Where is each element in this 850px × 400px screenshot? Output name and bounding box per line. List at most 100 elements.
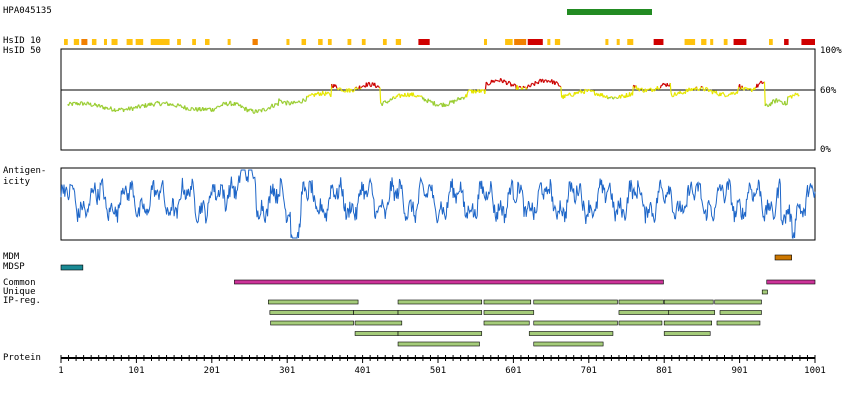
identity-segment (664, 83, 667, 86)
ipreg-region (354, 320, 403, 326)
identity-segment (308, 94, 311, 96)
ipreg-region (270, 320, 354, 326)
identity-segment (448, 103, 450, 106)
identity-segment (672, 95, 675, 98)
ipreg-region (618, 320, 663, 326)
identity-segment (488, 83, 491, 86)
identity-segment (674, 92, 677, 95)
identity-segment (267, 107, 269, 110)
feature-tracks (60, 254, 816, 347)
identity-segment (454, 99, 456, 102)
identity-segment (146, 104, 149, 107)
hsid10-segment (801, 39, 815, 45)
hsid10-segment (318, 39, 323, 45)
hsid10-segment (605, 39, 609, 45)
ipreg-label: IP-reg. (3, 296, 41, 306)
identity-segment (346, 90, 349, 93)
common-region (234, 279, 664, 285)
antigenicity-frame (60, 167, 816, 241)
identity-segment (279, 99, 281, 102)
identity-segment (711, 91, 714, 95)
identity-segment (715, 90, 718, 95)
identity-segment (344, 90, 347, 93)
ipreg-region (483, 310, 535, 315)
identity-segment (497, 80, 500, 82)
hsid10-segment (395, 39, 402, 45)
identity-segment (284, 100, 287, 104)
identity-segment (193, 109, 196, 111)
identity-segment (306, 95, 308, 97)
hsid10-segment (418, 39, 430, 45)
identity-segment (355, 86, 357, 89)
identity-segment (228, 101, 231, 105)
identity-segment (742, 87, 744, 90)
identity-segment (733, 92, 735, 95)
ipreg-region (269, 310, 354, 315)
identity-segment (354, 86, 357, 89)
ipreg-region (663, 320, 713, 326)
hsid10-segment (653, 39, 664, 45)
identity-segment (195, 107, 198, 111)
ipreg-region (618, 299, 664, 305)
hsid10-segment (784, 39, 789, 45)
identity-segment (391, 97, 394, 101)
ipreg-region (354, 331, 399, 336)
identity-segment (710, 89, 713, 91)
identity-segment (646, 88, 649, 91)
protein-axis-tick-label: 1 (58, 366, 63, 376)
identity-segment (335, 85, 338, 89)
identity-segment (500, 79, 503, 82)
identity-segment (110, 106, 113, 110)
identity-segment (528, 85, 531, 88)
identity-segment (706, 87, 709, 90)
protein-axis-tick-label: 901 (731, 366, 747, 376)
identity-segment (181, 106, 183, 109)
identity-segment (559, 85, 562, 88)
identity-segment (547, 79, 550, 82)
hsid10-segment (769, 39, 773, 45)
identity-segment (681, 92, 683, 95)
identity-segment (643, 90, 646, 93)
identity-segment (199, 107, 202, 112)
identity-segment (374, 82, 377, 87)
identity-segment (571, 95, 573, 97)
identity-segment (506, 83, 508, 86)
identity-segment (603, 95, 606, 97)
identity-segment (370, 85, 373, 88)
identity-segment (331, 83, 334, 88)
identity-segment (722, 92, 725, 95)
identity-segment (495, 79, 498, 82)
identity-segment (645, 89, 648, 93)
identity-segment (534, 80, 537, 83)
identity-segment (342, 90, 345, 93)
identity-segment (293, 100, 296, 103)
identity-segment (160, 103, 163, 106)
identity-segment (310, 94, 312, 96)
ipreg-region (533, 320, 618, 326)
identity-segment (514, 83, 517, 86)
identity-segment (273, 105, 275, 108)
identity-segment (73, 101, 75, 104)
identity-trace (67, 77, 800, 114)
antigenicity-label-line1: Antigen- (3, 166, 47, 176)
identity-segment (675, 94, 678, 96)
hsid10-segment (205, 39, 210, 45)
protein-axis-tick-label: 101 (128, 366, 144, 376)
identity-segment (713, 90, 716, 93)
identity-segment (489, 82, 492, 85)
antigenicity-label-line2: icity (3, 177, 31, 187)
identity-axis-mid: 60% (820, 86, 837, 96)
identity-segment (280, 100, 283, 103)
protein-axis-tick-label: 801 (656, 366, 672, 376)
identity-segment (493, 79, 496, 83)
identity-segment (368, 82, 371, 87)
identity-segment (241, 105, 244, 108)
hsid10-segment (252, 39, 258, 45)
ipreg-region (268, 299, 359, 305)
identity-segment (792, 94, 795, 97)
protein-axis-tick-label: 201 (204, 366, 220, 376)
hsid10-segment (701, 39, 707, 45)
ipreg-region (618, 310, 670, 315)
identity-segment (788, 95, 791, 98)
unique-region (761, 289, 768, 295)
